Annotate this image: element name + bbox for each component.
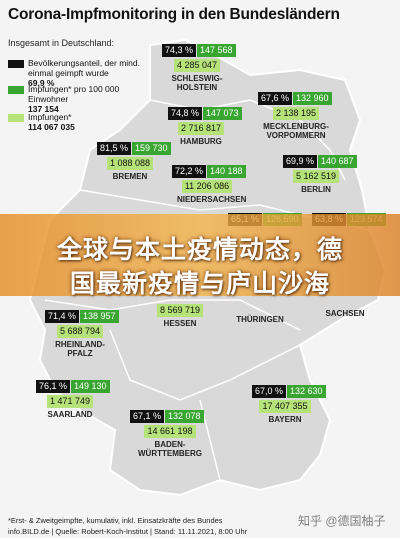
state-row: 76,1 % 149 130 xyxy=(36,380,110,393)
state-name: NIEDERSACHSEN xyxy=(177,195,247,204)
vaccinations-total: 11 206 086 xyxy=(181,180,233,193)
state-row: 74,8 % 147 073 xyxy=(168,107,242,120)
state-label: THÜRINGEN xyxy=(225,285,295,324)
state-name: BREMEN xyxy=(112,172,148,181)
state-row: 5 162 519 xyxy=(283,170,349,183)
state-label: 67,0 % 132 630 17 407 355 BAYERN xyxy=(252,385,326,424)
vaccinations-per-100k: 132 960 xyxy=(293,92,332,105)
state-name: MECKLENBURG-VORPOMMERN xyxy=(263,122,329,140)
legend-item: Impfungen* 114 067 035 xyxy=(8,112,158,132)
vaccinations-total: 14 661 198 xyxy=(144,425,196,438)
legend-text: Impfungen* xyxy=(28,112,72,122)
state-label: 76,1 % 149 130 1 471 749 SAARLAND xyxy=(36,380,110,419)
legend-item: Bevölkerungsanteil, der mind. einmal gei… xyxy=(8,58,158,88)
vaccination-share: 69,9 % xyxy=(283,155,318,168)
vaccinations-total: 5 688 794 xyxy=(56,325,104,338)
state-label: 67,6 % 132 960 2 138 195 MECKLENBURG-VORPOM… xyxy=(258,92,334,140)
vaccination-share: 71,4 % xyxy=(45,310,80,323)
legend-swatch xyxy=(8,114,24,122)
state-name: SACHSEN xyxy=(325,309,365,318)
vaccinations-per-100k: 140 687 xyxy=(318,155,357,168)
vaccinations-per-100k: 159 730 xyxy=(132,142,171,155)
vaccinations-per-100k: 138 957 xyxy=(80,310,119,323)
overlay-banner: 全球与本土疫情动态，德 国最新疫情与庐山沙海 xyxy=(0,214,400,298)
vaccinations-per-100k: 132 630 xyxy=(287,385,326,398)
state-name: BAYERN xyxy=(268,415,302,424)
legend-text: Bevölkerungsanteil, der mind. einmal gei… xyxy=(28,58,140,78)
state-row: 1 088 088 xyxy=(97,157,163,170)
state-label: 81,5 % 159 730 1 088 088 BREMEN xyxy=(97,142,171,181)
vaccination-share: 74,3 % xyxy=(162,44,197,57)
state-name: SAARLAND xyxy=(47,410,93,419)
state-name: HESSEN xyxy=(163,319,197,328)
state-row: 67,6 % 132 960 xyxy=(258,92,334,105)
state-row: 69,9 % 140 687 xyxy=(283,155,357,168)
vaccinations-per-100k: 140 188 xyxy=(207,165,246,178)
legend-swatch xyxy=(8,60,24,68)
vaccinations-total: 2 138 195 xyxy=(272,107,320,120)
state-row: 2 138 195 xyxy=(258,107,334,120)
state-label: SACHSEN xyxy=(310,279,380,318)
legend-value: 114 067 035 xyxy=(28,122,75,132)
source: info.BILD.de | Quelle: Robert-Koch-Insti… xyxy=(8,527,248,536)
legend-item: Impfungen* pro 100 000 Einwohner 137 154 xyxy=(8,84,158,114)
vaccinations-total: 1 471 749 xyxy=(46,395,94,408)
state-row: 8 569 719 xyxy=(145,304,215,317)
legend-value: 69,9 % xyxy=(28,78,55,88)
state-label: 69,9 % 140 687 5 162 519 BERLIN xyxy=(283,155,357,194)
state-name: THÜRINGEN xyxy=(236,315,284,324)
state-row: 71,4 % 138 957 xyxy=(45,310,119,323)
state-row: 1 471 749 xyxy=(36,395,104,408)
banner-line: 全球与本土疫情动态，德 xyxy=(56,236,343,264)
state-label: 72,2 % 140 188 11 206 086 NIEDERSACHSEN xyxy=(172,165,247,204)
state-row: 5 688 794 xyxy=(45,325,115,338)
state-row: 2 716 817 xyxy=(168,122,234,135)
state-name: RHEINLAND-PFALZ xyxy=(55,340,105,358)
state-label: 8 569 719 HESSEN xyxy=(145,289,215,328)
legend-swatch xyxy=(8,86,24,94)
title: Corona-Impfmonitoring in den Bundeslände… xyxy=(8,6,340,23)
state-label: 71,4 % 138 957 5 688 794 RHEINLAND-PFALZ xyxy=(45,310,119,358)
vaccinations-total: 5 162 519 xyxy=(292,170,340,183)
vaccinations-total: 1 088 088 xyxy=(106,157,154,170)
state-name: BADEN-WÜRTTEMBERG xyxy=(138,440,202,458)
vaccinations-total: 8 569 719 xyxy=(156,304,204,317)
state-row: 14 661 198 xyxy=(130,425,210,438)
legend-value: 137 154 xyxy=(28,104,59,114)
state-row: 11 206 086 xyxy=(172,180,242,193)
vaccination-share: 76,1 % xyxy=(36,380,71,393)
vaccination-share: 72,2 % xyxy=(172,165,207,178)
vaccinations-per-100k: 132 078 xyxy=(165,410,204,423)
legend-text: Impfungen* pro 100 000 Einwohner xyxy=(28,84,120,104)
state-name: SCHLESWIG-HOLSTEIN xyxy=(171,74,223,92)
state-row: 74,3 % 147 568 xyxy=(162,44,236,57)
vaccination-share: 67,0 % xyxy=(252,385,287,398)
state-row: 72,2 % 140 188 xyxy=(172,165,246,178)
state-row: 67,1 % 132 078 xyxy=(130,410,210,423)
state-row: 4 285 047 xyxy=(162,59,232,72)
vaccinations-per-100k: 149 130 xyxy=(71,380,110,393)
vaccinations-total: 4 285 047 xyxy=(173,59,221,72)
vaccinations-per-100k: 147 568 xyxy=(197,44,236,57)
state-label: 74,8 % 147 073 2 716 817 HAMBURG xyxy=(168,107,242,146)
state-name: HAMBURG xyxy=(180,137,222,146)
banner-line: 国最新疫情与庐山沙海 xyxy=(69,270,330,298)
state-row: 81,5 % 159 730 xyxy=(97,142,171,155)
vaccination-share: 74,8 % xyxy=(168,107,203,120)
state-label: 67,1 % 132 078 14 661 198 BADEN-WÜRTTEMBERG xyxy=(130,410,210,458)
state-row: 17 407 355 xyxy=(252,400,318,413)
subtitle: Insgesamt in Deutschland: xyxy=(8,38,115,48)
state-label: 74,3 % 147 568 4 285 047 SCHLESWIG-HOLSTEIN xyxy=(162,44,236,92)
vaccinations-total: 2 716 817 xyxy=(177,122,225,135)
vaccination-share: 67,1 % xyxy=(130,410,165,423)
state-name: BERLIN xyxy=(301,185,331,194)
footnote: *Erst- & Zweitgeimpfte, kumulativ, inkl.… xyxy=(8,516,223,525)
vaccination-share: 67,6 % xyxy=(258,92,293,105)
watermark: 知乎 @德国柚子 xyxy=(298,514,386,528)
vaccinations-total: 17 407 355 xyxy=(259,400,311,413)
state-row: 67,0 % 132 630 xyxy=(252,385,326,398)
vaccination-share: 81,5 % xyxy=(97,142,132,155)
vaccinations-per-100k: 147 073 xyxy=(203,107,242,120)
